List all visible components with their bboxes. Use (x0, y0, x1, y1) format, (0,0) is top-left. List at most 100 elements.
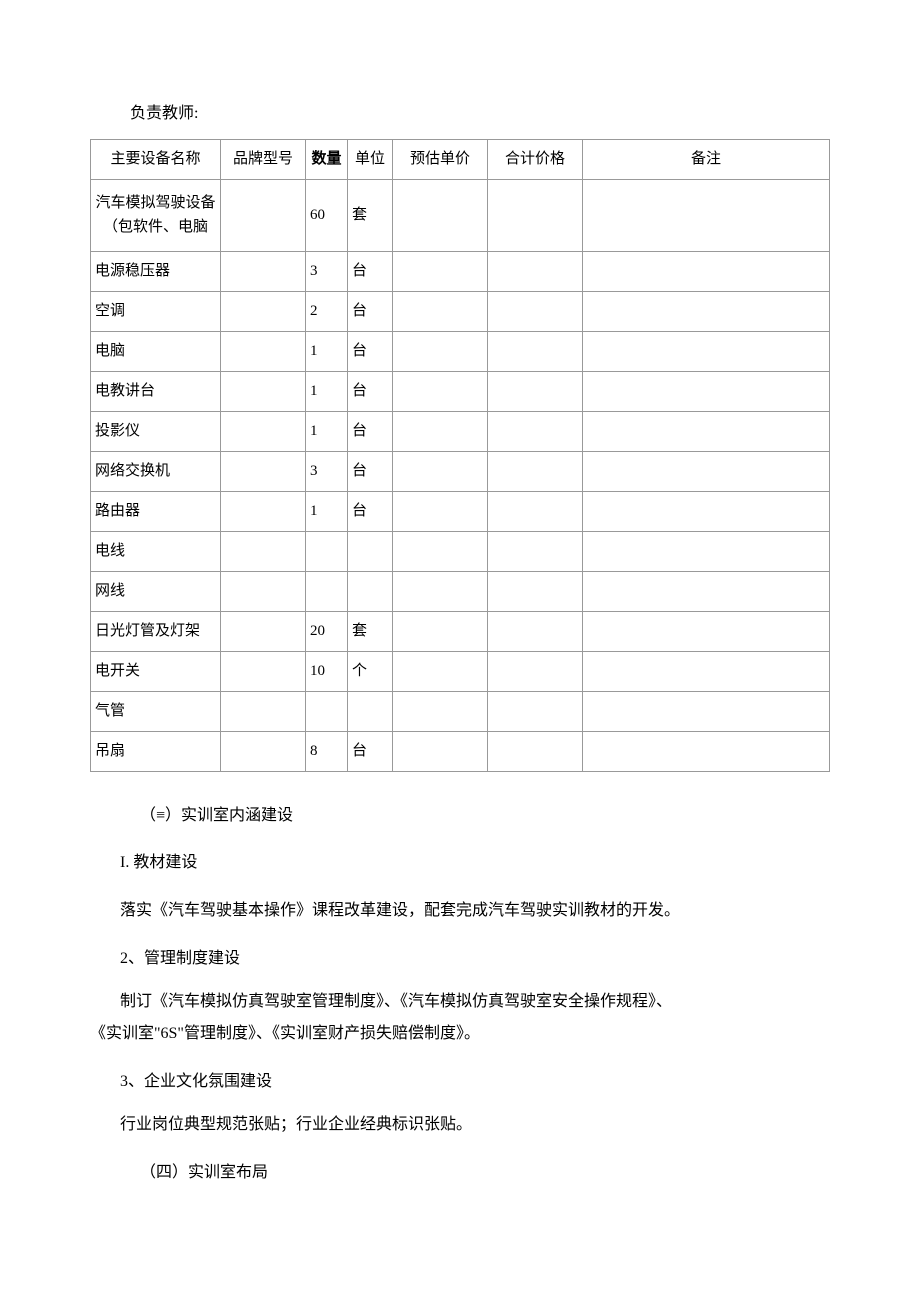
cell-remark (583, 491, 830, 531)
cell-unit: 台 (348, 371, 393, 411)
cell-qty: 1 (306, 411, 348, 451)
table-header-row: 主要设备名称 品牌型号 数量 单位 预估单价 合计价格 备注 (91, 139, 830, 179)
section-3-3-title: 3、企业文化氛围建设 (120, 1068, 830, 1097)
cell-name: 日光灯管及灯架 (91, 611, 221, 651)
cell-total (488, 651, 583, 691)
cell-unit: 台 (348, 451, 393, 491)
header-name: 主要设备名称 (91, 139, 221, 179)
cell-qty (306, 531, 348, 571)
table-row: 路由器1台 (91, 491, 830, 531)
section-3-2-text: 制订《汽车模拟仿真驾驶室管理制度》、《汽车模拟仿真驾驶室安全操作规程》、 《实训… (90, 986, 830, 1050)
cell-total (488, 411, 583, 451)
cell-qty: 1 (306, 371, 348, 411)
cell-unit: 台 (348, 331, 393, 371)
cell-qty: 10 (306, 651, 348, 691)
cell-unit: 个 (348, 651, 393, 691)
cell-remark (583, 731, 830, 771)
cell-total (488, 571, 583, 611)
cell-remark (583, 411, 830, 451)
cell-unit (348, 571, 393, 611)
section-3-2-title: 2、管理制度建设 (120, 945, 830, 974)
cell-total (488, 611, 583, 651)
header-qty: 数量 (306, 139, 348, 179)
cell-qty (306, 691, 348, 731)
cell-brand (221, 611, 306, 651)
cell-total (488, 179, 583, 251)
cell-qty: 20 (306, 611, 348, 651)
cell-remark (583, 651, 830, 691)
cell-qty: 8 (306, 731, 348, 771)
cell-total (488, 331, 583, 371)
cell-remark (583, 331, 830, 371)
cell-total (488, 691, 583, 731)
cell-name: 电脑 (91, 331, 221, 371)
cell-unit (348, 531, 393, 571)
cell-total (488, 731, 583, 771)
cell-price (393, 331, 488, 371)
table-row: 投影仪1台 (91, 411, 830, 451)
table-row: 汽车模拟驾驶设备（包软件、电脑60套 (91, 179, 830, 251)
cell-qty: 3 (306, 251, 348, 291)
cell-brand (221, 651, 306, 691)
cell-brand (221, 531, 306, 571)
teacher-label: 负责教师: (130, 100, 830, 129)
header-remark: 备注 (583, 139, 830, 179)
cell-name: 电源稳压器 (91, 251, 221, 291)
cell-brand (221, 179, 306, 251)
cell-qty: 3 (306, 451, 348, 491)
header-brand: 品牌型号 (221, 139, 306, 179)
cell-price (393, 731, 488, 771)
section-3-1-title: I. 教材建设 (120, 849, 830, 878)
cell-brand (221, 411, 306, 451)
cell-brand (221, 491, 306, 531)
cell-unit: 台 (348, 251, 393, 291)
cell-total (488, 451, 583, 491)
cell-unit: 套 (348, 179, 393, 251)
table-row: 空调2台 (91, 291, 830, 331)
cell-price (393, 611, 488, 651)
cell-name: 电教讲台 (91, 371, 221, 411)
cell-price (393, 651, 488, 691)
cell-remark (583, 691, 830, 731)
cell-qty: 1 (306, 491, 348, 531)
cell-remark (583, 371, 830, 411)
cell-unit (348, 691, 393, 731)
section-3-title: （≡）实训室内涵建设 (140, 802, 830, 831)
cell-total (488, 291, 583, 331)
section-3-3-text: 行业岗位典型规范张贴；行业企业经典标识张贴。 (120, 1109, 830, 1141)
header-price: 预估单价 (393, 139, 488, 179)
cell-remark (583, 571, 830, 611)
cell-price (393, 571, 488, 611)
cell-unit: 台 (348, 291, 393, 331)
cell-brand (221, 291, 306, 331)
cell-qty: 2 (306, 291, 348, 331)
cell-price (393, 179, 488, 251)
cell-brand (221, 331, 306, 371)
section-4-title: （四）实训室布局 (140, 1159, 830, 1188)
cell-name: 路由器 (91, 491, 221, 531)
table-row: 网络交换机3台 (91, 451, 830, 491)
cell-qty (306, 571, 348, 611)
cell-brand (221, 691, 306, 731)
table-row: 电教讲台 1台 (91, 371, 830, 411)
table-row: 网线 (91, 571, 830, 611)
equipment-table: 主要设备名称 品牌型号 数量 单位 预估单价 合计价格 备注 汽车模拟驾驶设备（… (90, 139, 830, 772)
cell-name: 电线 (91, 531, 221, 571)
table-row: 日光灯管及灯架20套 (91, 611, 830, 651)
section-3-1-text: 落实《汽车驾驶基本操作》课程改革建设，配套完成汽车驾驶实训教材的开发。 (120, 895, 830, 927)
cell-unit: 台 (348, 411, 393, 451)
cell-name: 汽车模拟驾驶设备（包软件、电脑 (91, 179, 221, 251)
table-row: 吊扇8台 (91, 731, 830, 771)
header-unit: 单位 (348, 139, 393, 179)
cell-name: 电开关 (91, 651, 221, 691)
cell-remark (583, 179, 830, 251)
table-row: 电源稳压器 3台 (91, 251, 830, 291)
header-total: 合计价格 (488, 139, 583, 179)
cell-brand (221, 371, 306, 411)
cell-total (488, 251, 583, 291)
table-row: 电开关 10个 (91, 651, 830, 691)
table-row: 气管 (91, 691, 830, 731)
cell-price (393, 291, 488, 331)
section-3-2-line2: 《实训室"6S"管理制度》、《实训室财产损失赔偿制度》。 (90, 1018, 830, 1050)
cell-name: 网线 (91, 571, 221, 611)
